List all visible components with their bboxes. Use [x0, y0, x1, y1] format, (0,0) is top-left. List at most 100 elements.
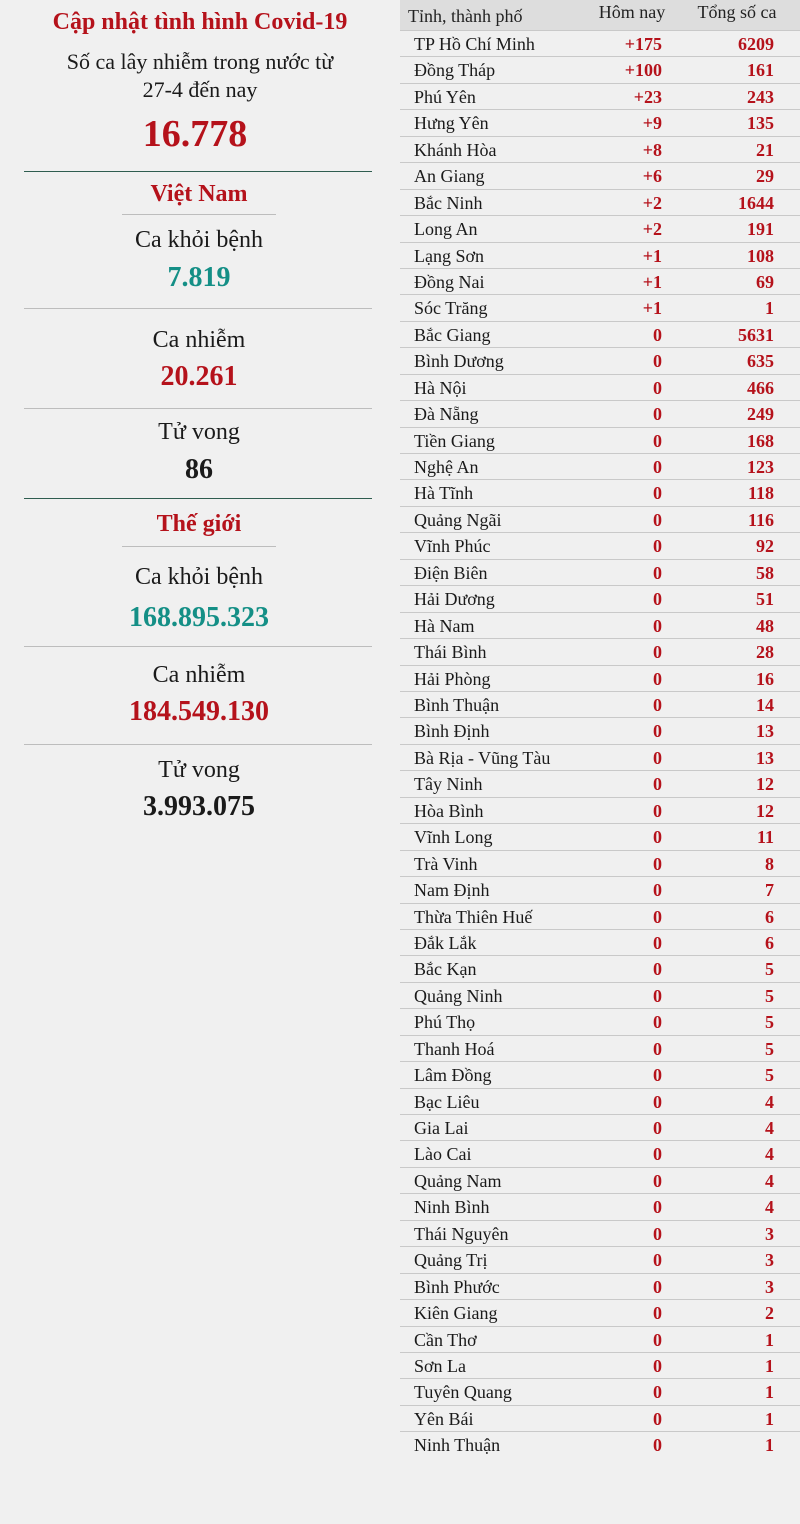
subtitle-line-2: 27-4 đến nay: [142, 77, 258, 102]
today-cell: +175: [624, 34, 662, 54]
divider: [24, 498, 372, 499]
today-cell: 0: [653, 721, 662, 742]
province-cell: Vĩnh Phúc: [414, 536, 491, 557]
table-row: Yên Bái 0 1: [400, 1404, 800, 1432]
province-cell: Nam Định: [414, 880, 490, 901]
page-title: Cập nhật tình hình Covid-19: [52, 9, 348, 35]
today-cell: 0: [653, 747, 662, 768]
total-cell: 2: [765, 1303, 774, 1324]
province-cell: Thái Bình: [414, 642, 487, 663]
today-cell: 0: [653, 1382, 662, 1403]
today-cell: 0: [653, 377, 662, 398]
total-cell: 29: [756, 166, 774, 187]
table-row: Hà Tĩnh 0 118: [400, 479, 800, 506]
table-row: Bạc Liêu 0 4: [400, 1087, 800, 1115]
today-cell: +23: [633, 86, 662, 107]
table-row: Kiên Giang 0 2: [400, 1299, 800, 1326]
today-cell: 0: [653, 615, 662, 636]
total-cell: 191: [747, 219, 774, 240]
table-row: Phú Yên +23 243: [400, 82, 800, 110]
total-cell: 116: [747, 509, 774, 530]
total-cell: 16: [756, 668, 774, 689]
today-cell: 0: [653, 1276, 662, 1297]
table-row: Quảng Nam 0 4: [400, 1166, 800, 1194]
total-cell: 6: [765, 932, 774, 953]
table-row: Thái Bình 0 28: [400, 638, 800, 665]
province-cell: Bình Định: [414, 721, 490, 742]
column-header-total: Tổng số ca: [697, 2, 777, 22]
today-cell: 0: [653, 562, 662, 583]
table-row: Bình Định 0 13: [400, 717, 800, 744]
total-cell: 13: [756, 747, 774, 768]
total-cell: 69: [756, 271, 774, 292]
province-cell: Tiền Giang: [414, 430, 495, 451]
total-cell: 13: [756, 721, 774, 742]
total-cell: 161: [747, 60, 774, 81]
table-row: Tiền Giang 0 168: [400, 426, 800, 454]
total-cell: 8: [765, 853, 774, 874]
table-row: Nam Định 0 7: [400, 876, 800, 903]
table-row: Đồng Nai +1 69: [400, 267, 800, 295]
province-cell: Thanh Hoá: [414, 1038, 495, 1059]
province-table: Tỉnh, thành phố Hôm nay Tổng số ca TP Hồ…: [400, 0, 800, 1524]
section-title-vietnam: Việt Nam: [150, 181, 248, 207]
subtitle-line-1: Số ca lây nhiễm trong nước từ: [66, 49, 334, 74]
today-cell: 0: [653, 985, 662, 1006]
today-cell: 0: [653, 1250, 662, 1271]
world-deaths-label: Tử vong: [158, 757, 240, 783]
total-cell: 108: [747, 245, 774, 266]
table-row: Sơn La 0 1: [400, 1352, 800, 1379]
province-cell: An Giang: [414, 166, 485, 187]
table-row: Quảng Ngãi 0 116: [400, 505, 800, 533]
today-cell: 0: [653, 536, 662, 557]
domestic-total: 16.778: [142, 113, 248, 155]
province-cell: Thái Nguyên: [414, 1223, 509, 1244]
province-cell: Quảng Ngãi: [414, 509, 502, 530]
table-row: Quảng Ninh 0 5: [400, 981, 800, 1009]
total-cell: 1644: [738, 192, 774, 213]
today-cell: 0: [653, 1091, 662, 1112]
province-cell: Quảng Ninh: [414, 985, 503, 1006]
table-row: Long An +2 191: [400, 215, 800, 242]
total-cell: 7: [765, 880, 774, 901]
table-row: Quảng Trị 0 3: [400, 1246, 800, 1273]
today-cell: 0: [653, 959, 662, 980]
today-cell: 0: [653, 774, 662, 795]
divider: [122, 214, 276, 215]
table-row: Bình Dương 0 635: [400, 347, 800, 374]
table-row: An Giang +6 29: [400, 162, 800, 189]
world-recovered-value: 168.895.323: [129, 602, 269, 633]
today-cell: 0: [653, 324, 662, 345]
total-cell: 1: [765, 1408, 774, 1429]
total-cell: 3: [765, 1276, 774, 1297]
today-cell: 0: [653, 880, 662, 901]
total-cell: 3: [765, 1223, 774, 1244]
section-title-world: Thế giới: [156, 511, 242, 537]
table-row: Đồng Tháp +100 161: [400, 56, 800, 83]
table-row: Thanh Hoá 0 5: [400, 1034, 800, 1062]
today-cell: 0: [653, 1303, 662, 1324]
today-cell: 0: [653, 1197, 662, 1218]
vn-cases-label: Ca nhiễm: [152, 327, 246, 353]
summary-panel: Cập nhật tình hình Covid-19 Số ca lây nh…: [0, 0, 400, 900]
table-row: Hưng Yên +9 135: [400, 109, 800, 136]
vn-deaths-label: Tử vong: [158, 419, 240, 445]
province-cell: Bắc Giang: [414, 324, 491, 345]
world-recovered-label: Ca khỏi bệnh: [135, 564, 263, 590]
province-cell: Hưng Yên: [414, 113, 489, 134]
province-cell: Điện Biên: [414, 562, 488, 583]
today-cell: 0: [653, 668, 662, 689]
total-cell: 4: [765, 1197, 774, 1218]
province-cell: Ninh Thuận: [414, 1435, 501, 1456]
vn-deaths-value: 86: [185, 454, 213, 485]
table-row: Tuyên Quang 0 1: [400, 1378, 800, 1405]
total-cell: 92: [756, 536, 774, 557]
today-cell: 0: [653, 589, 662, 610]
province-cell: Quảng Trị: [414, 1250, 488, 1271]
province-cell: Bình Phước: [414, 1276, 500, 1297]
province-cell: Vĩnh Long: [414, 827, 493, 848]
total-cell: 58: [756, 562, 774, 583]
province-cell: Sóc Trăng: [414, 298, 488, 319]
world-cases-value: 184.549.130: [129, 696, 269, 727]
